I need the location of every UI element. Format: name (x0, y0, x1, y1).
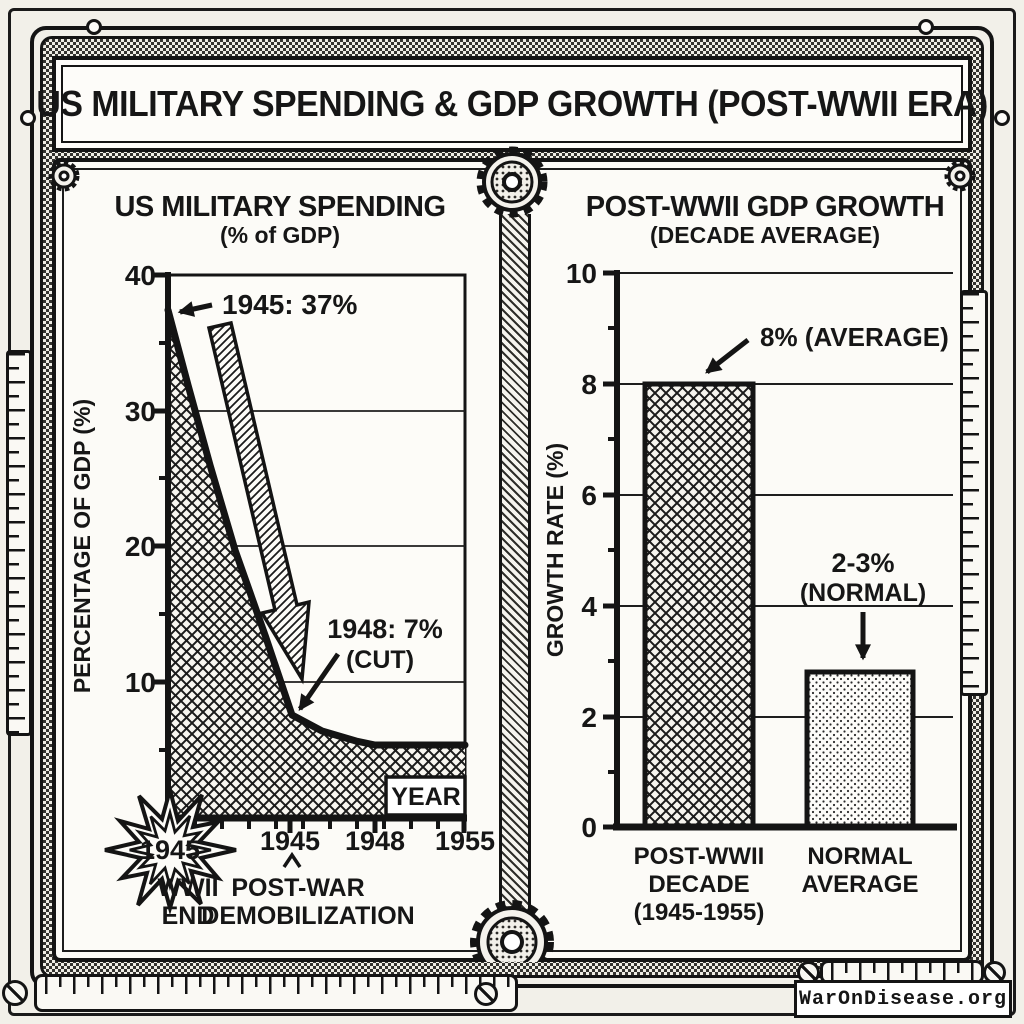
bar1-label: POST-WWII (634, 843, 765, 870)
y-tick-label: 30 (125, 396, 156, 427)
right-chart-subtitle: (DECADE AVERAGE) (649, 222, 880, 249)
rivet-icon (86, 19, 102, 35)
gear-icon (944, 160, 976, 192)
event-demobilization: POST-WAR (231, 874, 364, 902)
y-tick-label: 8 (581, 369, 597, 400)
x-tick-label: 1945 (260, 826, 320, 856)
gear-icon (476, 146, 548, 218)
watermark: WarOnDisease.org (794, 980, 1012, 1018)
bottom-ruler (34, 974, 518, 1012)
y-tick-label: 40 (125, 260, 156, 291)
cut-annotation-arrow (297, 652, 341, 711)
y-tick-label: 20 (125, 531, 156, 562)
screw-icon (474, 982, 498, 1006)
rivet-icon (20, 110, 36, 126)
rivet-icon (994, 110, 1010, 126)
y-tick-label: 10 (566, 258, 597, 289)
center-divider (499, 214, 531, 930)
y-axis (603, 270, 620, 830)
peak-annotation-arrow (177, 301, 213, 317)
spending-line (164, 306, 469, 749)
event-demobilization: DEMOBILIZATION (201, 902, 414, 930)
gear-icon (48, 160, 80, 192)
bar1-annotation-arrow (705, 338, 750, 374)
bar2-label: AVERAGE (802, 871, 919, 898)
burst-year-label: 1945 (140, 835, 200, 865)
screw-icon (797, 961, 820, 984)
bar2-annotation: 2-3% (831, 548, 894, 578)
event-wwii-end: WWII (157, 874, 218, 902)
x-tick-label: 1955 (435, 826, 495, 856)
bar-normal-average (804, 669, 916, 830)
y-tick-label: 6 (581, 480, 597, 511)
spending-area (168, 310, 465, 818)
y-axis-title: PERCENTAGE OF GDP (%) (69, 399, 95, 693)
x-axis-label-box (384, 775, 467, 817)
bar2-annotation-sub: (NORMAL) (800, 579, 926, 607)
x-axis (164, 814, 467, 833)
y-tick-label: 4 (581, 591, 597, 622)
wwii-end-burst-icon: 1945 (104, 782, 237, 916)
title-banner: US MILITARY SPENDING & GDP GROWTH (POST-… (36, 56, 988, 152)
page-title: US MILITARY SPENDING & GDP GROWTH (POST-… (36, 83, 988, 124)
event-wwii-end: END (162, 902, 215, 930)
left-chart-title-block: US MILITARY SPENDING (% of GDP) (60, 191, 500, 249)
left-chart-subtitle: (% of GDP) (219, 222, 341, 249)
screw-icon (2, 980, 28, 1006)
bar2-label: NORMAL (807, 843, 912, 870)
y-tick-label: 10 (125, 667, 156, 698)
bar-postwwii-decade (642, 381, 756, 830)
watermark-text: WarOnDisease.org (798, 987, 1008, 1011)
gdp-growth-chart: 10 8 6 4 2 0 GROWTH RATE (%) 8% (AVERAGE… (545, 258, 957, 926)
y-axis-title: GROWTH RATE (%) (545, 443, 568, 657)
gear-icon (464, 894, 560, 962)
military-spending-chart: 40 30 20 10 PERCENTAGE OF GDP (%) 1945 1… (69, 260, 495, 930)
peak-annotation: 1945: 37% (222, 289, 358, 320)
x-tick-label: 1948 (345, 826, 405, 856)
right-chart-title-block: POST-WWII GDP GROWTH (DECADE AVERAGE) (555, 191, 975, 249)
y-tick-label: 0 (581, 812, 597, 843)
cut-annotation-sub: (CUT) (346, 646, 414, 674)
y-tick-label: 2 (581, 702, 597, 733)
caret-icon (282, 851, 302, 868)
bar1-label: (1945-1955) (634, 899, 765, 926)
left-ruler (6, 350, 32, 736)
decline-arrow-icon (206, 320, 311, 685)
right-chart-title: POST-WWII GDP GROWTH (585, 191, 945, 223)
y-axis (154, 272, 171, 818)
right-ruler (960, 290, 988, 696)
rivet-icon (918, 19, 934, 35)
bar1-label: DECADE (648, 871, 749, 898)
x-axis-title: YEAR (391, 783, 460, 811)
left-chart-title: US MILITARY SPENDING (114, 191, 446, 223)
bar1-annotation: 8% (AVERAGE) (760, 322, 949, 352)
cut-annotation: 1948: 7% (327, 614, 443, 644)
